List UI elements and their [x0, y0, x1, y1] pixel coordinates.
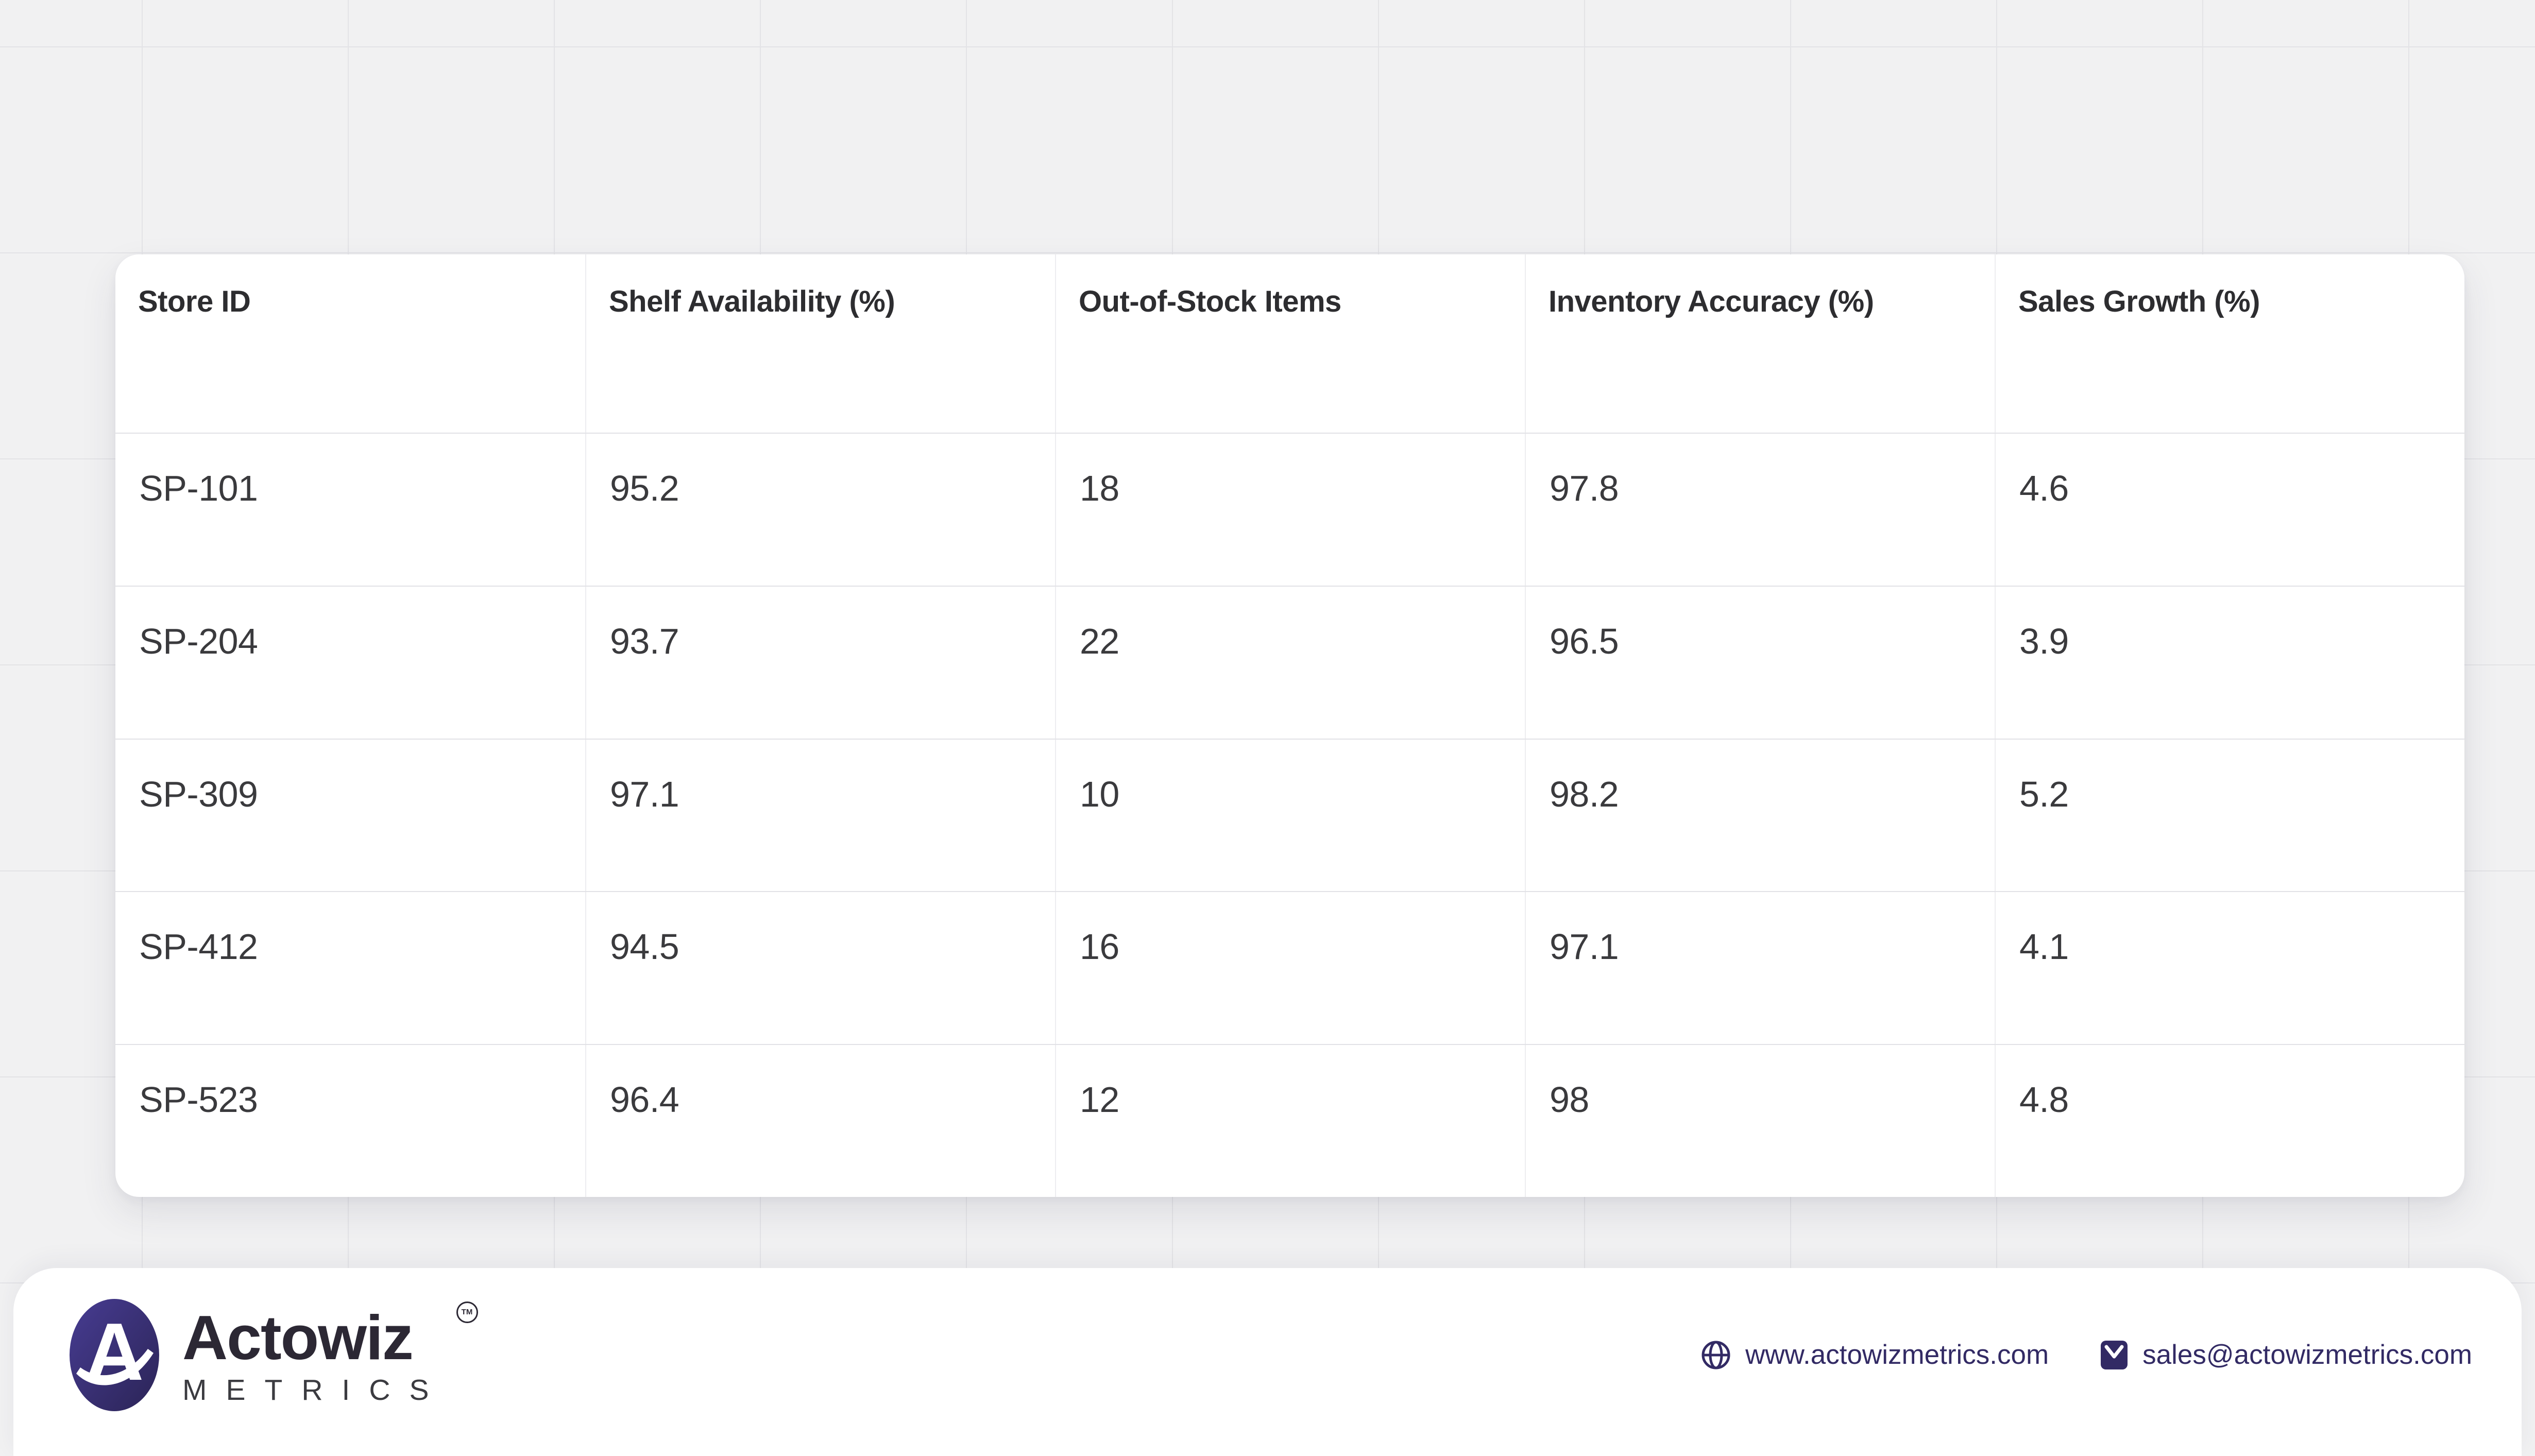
header-cell-inventory-accuracy: Inventory Accuracy (%) [1525, 254, 1995, 433]
cell-1-shelf-availability: 93.7 [585, 586, 1055, 739]
cell-2-shelf-availability: 97.1 [585, 739, 1055, 892]
cell-4-shelf-availability: 96.4 [585, 1045, 1055, 1197]
cell-0-sales-growth: 4.6 [1995, 434, 2464, 586]
table-row: SP-523 96.4 12 98 4.8 [115, 1044, 2464, 1197]
trademark-icon: TM [456, 1301, 478, 1323]
table-row: SP-412 94.5 16 97.1 4.1 [115, 891, 2464, 1044]
cell-4-out-of-stock-items: 12 [1055, 1045, 1525, 1197]
cell-0-inventory-accuracy: 97.8 [1525, 434, 1995, 586]
cell-3-shelf-availability: 94.5 [585, 892, 1055, 1044]
table-row: SP-204 93.7 22 96.5 3.9 [115, 585, 2464, 739]
mail-icon [2101, 1340, 2128, 1369]
brand-subtitle: METRICS [182, 1374, 448, 1407]
cell-2-sales-growth: 5.2 [1995, 739, 2464, 892]
header-cell-out-of-stock-items: Out-of-Stock Items [1055, 254, 1525, 433]
footer-bar: A Actowiz TM METRICS www.actowizmetrics.… [13, 1268, 2522, 1456]
cell-4-inventory-accuracy: 98 [1525, 1045, 1995, 1197]
table-row: SP-101 95.2 18 97.8 4.6 [115, 433, 2464, 586]
cell-3-inventory-accuracy: 97.1 [1525, 892, 1995, 1044]
table-header-row: Store ID Shelf Availability (%) Out-of-Sto… [115, 254, 2464, 433]
store-metrics-table: Store ID Shelf Availability (%) Out-of-Sto… [115, 254, 2464, 1197]
website-link[interactable]: www.actowizmetrics.com [1745, 1340, 2049, 1370]
header-cell-sales-growth: Sales Growth (%) [1995, 254, 2464, 433]
brand-block: A Actowiz TM METRICS [69, 1298, 478, 1412]
cell-3-store-id: SP-412 [139, 927, 258, 967]
header-cell-store-id: Store ID [138, 285, 251, 318]
cell-0-store-id: SP-101 [139, 468, 258, 508]
website-contact: www.actowizmetrics.com [1701, 1339, 2049, 1371]
table-body: SP-101 95.2 18 97.8 4.6 SP-204 93.7 22 96.5 3.9 SP… [115, 433, 2464, 1197]
cell-4-sales-growth: 4.8 [1995, 1045, 2464, 1197]
globe-icon [1702, 1341, 1730, 1369]
actowiz-logo-icon: A [70, 1298, 159, 1411]
cell-2-store-id: SP-309 [139, 774, 258, 814]
cell-0-out-of-stock-items: 18 [1055, 434, 1525, 586]
brand-text: Actowiz TM METRICS [182, 1301, 478, 1407]
header-cell-shelf-availability: Shelf Availability (%) [585, 254, 1055, 433]
cell-2-inventory-accuracy: 98.2 [1525, 739, 1995, 892]
cell-1-store-id: SP-204 [139, 621, 258, 661]
footer-contacts: www.actowizmetrics.com sales@actowizmetr… [1701, 1339, 2472, 1371]
email-contact: sales@actowizmetrics.com [2100, 1339, 2472, 1371]
email-link[interactable]: sales@actowizmetrics.com [2142, 1340, 2472, 1370]
cell-1-out-of-stock-items: 22 [1055, 586, 1525, 739]
brand-name: Actowiz [182, 1302, 414, 1373]
cell-1-sales-growth: 3.9 [1995, 586, 2464, 739]
cell-1-inventory-accuracy: 96.5 [1525, 586, 1995, 739]
table-row: SP-309 97.1 10 98.2 5.2 [115, 738, 2464, 892]
cell-2-out-of-stock-items: 10 [1055, 739, 1525, 892]
cell-3-sales-growth: 4.1 [1995, 892, 2464, 1044]
cell-4-store-id: SP-523 [139, 1080, 258, 1120]
cell-3-out-of-stock-items: 16 [1055, 892, 1525, 1044]
cell-0-shelf-availability: 95.2 [585, 434, 1055, 586]
